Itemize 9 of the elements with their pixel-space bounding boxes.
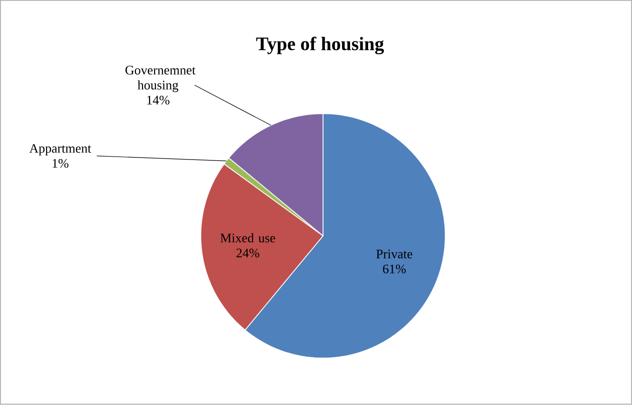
data-label: 61% — [382, 264, 406, 274]
data-label: 1% — [52, 159, 68, 168]
slice-label: Governemnet housing — [125, 66, 196, 92]
data-label: 24% — [236, 248, 260, 258]
chart-title: Type of housing — [256, 36, 384, 54]
data-label: 14% — [147, 96, 170, 105]
slice-label: Mixed use — [220, 233, 276, 243]
slice-label: Private — [376, 250, 412, 259]
slice-label: Appartment — [29, 144, 92, 156]
